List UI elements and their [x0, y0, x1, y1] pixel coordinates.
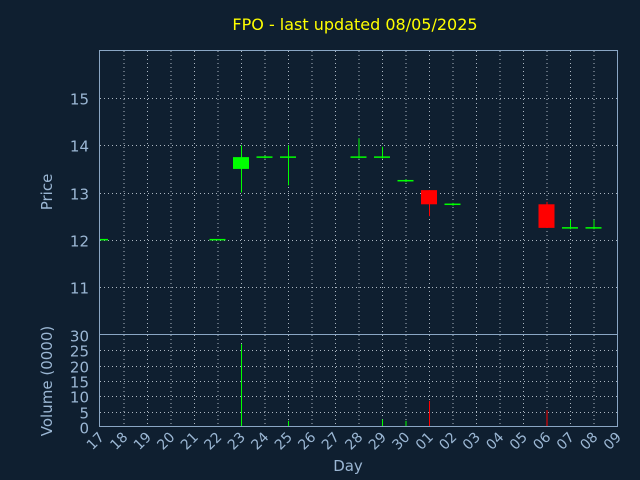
candle — [421, 190, 437, 217]
candle — [209, 238, 226, 241]
x-tick: 08 — [577, 430, 601, 454]
price-candles — [100, 138, 602, 241]
x-tick: 21 — [178, 430, 202, 454]
price-y-tick: 12 — [70, 233, 89, 251]
candle — [444, 202, 461, 206]
price-axis-label: Price — [38, 174, 56, 211]
volume-bar — [382, 419, 383, 427]
candle-body — [209, 238, 226, 241]
x-tick: 28 — [342, 430, 366, 454]
candle-body — [100, 238, 108, 241]
candle-body — [280, 156, 296, 158]
candle-body — [585, 227, 602, 229]
x-tick: 23 — [225, 430, 249, 454]
x-tick-labels: 17 18 19 20 21 22 23 24 25 26 27 28 29 30 01 02 03 04 05 06… — [84, 429, 625, 453]
candle-body — [374, 156, 390, 158]
candle — [585, 219, 602, 230]
candle — [374, 146, 390, 159]
x-tick: 03 — [460, 430, 484, 454]
candle-body — [444, 203, 461, 206]
volume-y-tick: 10 — [70, 389, 89, 407]
price-y-tick: 15 — [70, 91, 89, 109]
chart-title: FPO - last updated 08/05/2025 — [232, 15, 477, 34]
candle — [100, 238, 108, 241]
candle — [256, 155, 273, 159]
candle — [280, 145, 296, 186]
x-tick: 05 — [507, 430, 531, 454]
x-tick: 18 — [107, 430, 131, 454]
volume-panel-frame — [99, 334, 618, 427]
x-tick: 24 — [248, 429, 272, 453]
volume-bar — [405, 420, 407, 427]
x-tick: 19 — [131, 430, 155, 454]
x-tick: 01 — [413, 430, 437, 454]
price-y-tick: 13 — [70, 186, 89, 204]
volume-gridlines — [100, 335, 618, 427]
x-tick: 25 — [272, 430, 296, 454]
x-axis-label: Day — [333, 457, 363, 475]
x-tick: 20 — [154, 430, 178, 454]
price-gridlines — [100, 51, 618, 334]
candle — [233, 145, 249, 193]
volume-y-tick: 15 — [70, 374, 89, 392]
price-y-tick-labels: 11 12 13 14 15 — [70, 91, 89, 298]
volume-bar — [546, 410, 548, 427]
volume-bar — [241, 344, 242, 427]
x-tick: 29 — [366, 430, 390, 454]
candle — [350, 138, 367, 159]
candle-body — [562, 227, 578, 229]
volume-bars — [100, 344, 595, 427]
candle-body — [397, 179, 414, 182]
x-tick: 04 — [483, 429, 507, 453]
volume-axis-label: Volume (0000) — [38, 326, 56, 436]
x-tick: 07 — [554, 430, 578, 454]
volume-y-tick: 5 — [79, 405, 89, 423]
volume-bar — [288, 420, 289, 427]
x-tick: 30 — [389, 430, 413, 454]
candle-body — [421, 190, 437, 205]
x-tick: 27 — [319, 430, 343, 454]
candle-body — [233, 157, 249, 169]
candle — [397, 179, 414, 183]
x-tick: 22 — [201, 430, 225, 454]
price-y-tick: 11 — [70, 280, 89, 298]
volume-y-tick: 20 — [70, 359, 89, 377]
candle-body — [538, 204, 555, 228]
volume-y-tick: 25 — [70, 343, 89, 361]
volume-y-tick: 30 — [70, 328, 89, 346]
x-tick: 06 — [530, 429, 554, 453]
candle — [538, 201, 555, 228]
x-tick: 09 — [601, 430, 625, 454]
volume-y-tick: 0 — [79, 420, 89, 438]
candle — [562, 219, 578, 230]
candle-body — [350, 156, 367, 158]
volume-bar — [429, 400, 430, 427]
x-tick: 02 — [436, 430, 460, 454]
candle-body — [256, 156, 273, 158]
price-y-tick: 14 — [70, 138, 89, 156]
x-tick: 26 — [295, 429, 319, 453]
